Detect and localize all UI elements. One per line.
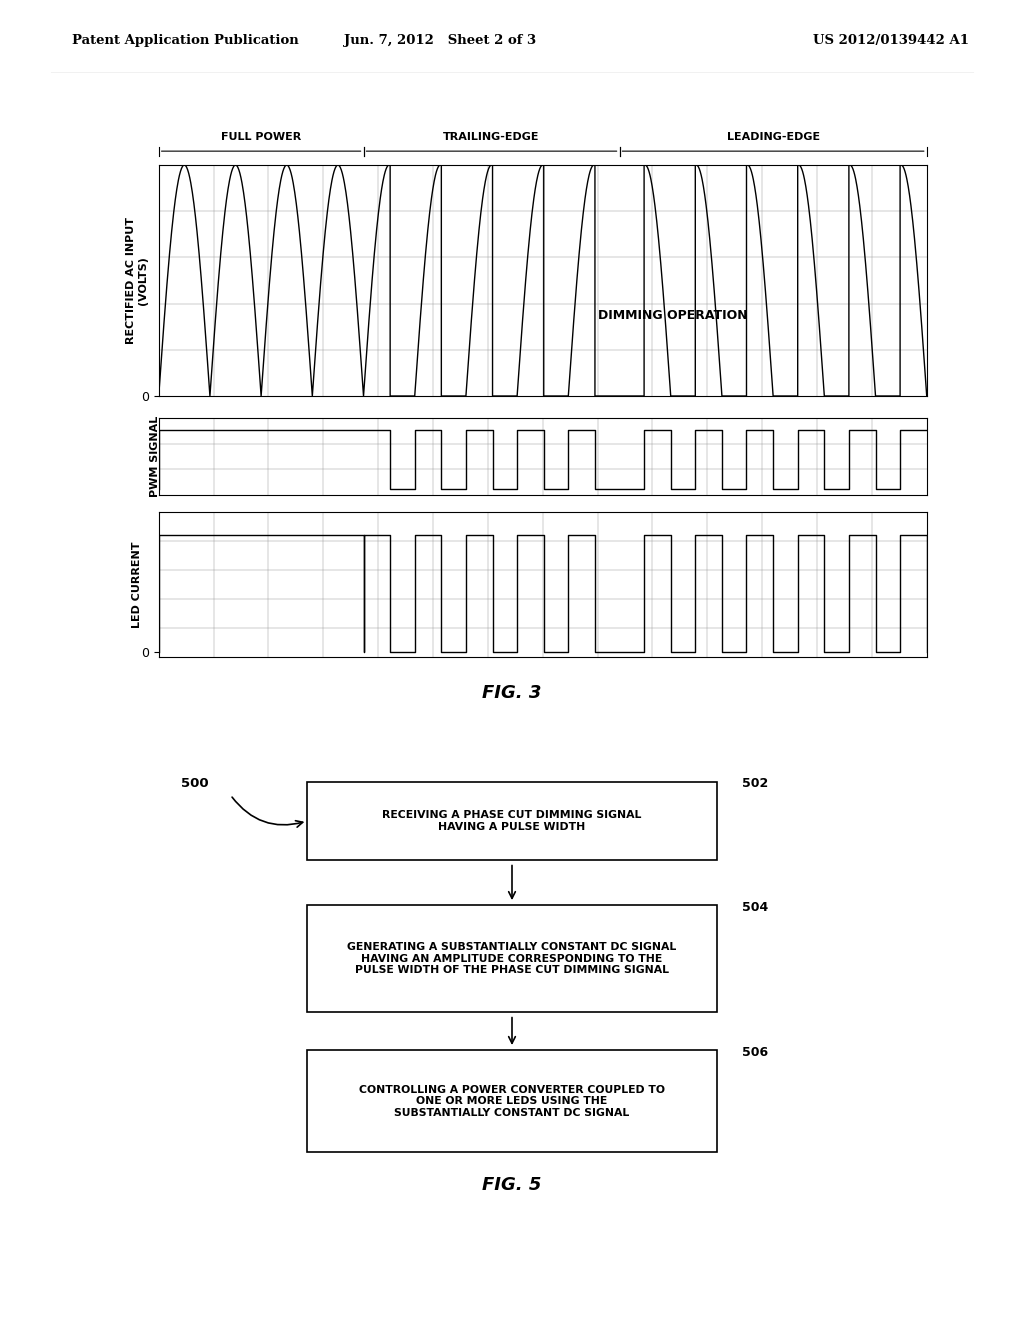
Text: DIMMING OPERATION: DIMMING OPERATION	[598, 309, 749, 322]
Text: FIG. 5: FIG. 5	[482, 1176, 542, 1193]
FancyBboxPatch shape	[307, 906, 717, 1012]
Text: RECEIVING A PHASE CUT DIMMING SIGNAL
HAVING A PULSE WIDTH: RECEIVING A PHASE CUT DIMMING SIGNAL HAV…	[382, 810, 642, 832]
Y-axis label: LED CURRENT: LED CURRENT	[132, 541, 142, 628]
Y-axis label: RECTIFIED AC INPUT
(VOLTS): RECTIFIED AC INPUT (VOLTS)	[126, 216, 147, 345]
Text: FIG. 3: FIG. 3	[482, 684, 542, 702]
Text: 506: 506	[742, 1045, 769, 1059]
Text: TRAILING-EDGE: TRAILING-EDGE	[443, 132, 540, 143]
Text: Patent Application Publication: Patent Application Publication	[72, 34, 298, 48]
Text: 504: 504	[742, 900, 769, 913]
Text: 502: 502	[742, 777, 769, 791]
FancyBboxPatch shape	[307, 781, 717, 861]
Text: GENERATING A SUBSTANTIALLY CONSTANT DC SIGNAL
HAVING AN AMPLITUDE CORRESPONDING : GENERATING A SUBSTANTIALLY CONSTANT DC S…	[347, 942, 677, 975]
Text: 500: 500	[181, 776, 208, 789]
Text: US 2012/0139442 A1: US 2012/0139442 A1	[813, 34, 969, 48]
Text: LEADING-EDGE: LEADING-EDGE	[727, 132, 819, 143]
Text: Jun. 7, 2012   Sheet 2 of 3: Jun. 7, 2012 Sheet 2 of 3	[344, 34, 537, 48]
Text: FULL POWER: FULL POWER	[221, 132, 301, 143]
Text: CONTROLLING A POWER CONVERTER COUPLED TO
ONE OR MORE LEDS USING THE
SUBSTANTIALL: CONTROLLING A POWER CONVERTER COUPLED TO…	[359, 1085, 665, 1118]
Y-axis label: PWM SIGNAL: PWM SIGNAL	[150, 416, 160, 498]
FancyBboxPatch shape	[307, 1051, 717, 1152]
